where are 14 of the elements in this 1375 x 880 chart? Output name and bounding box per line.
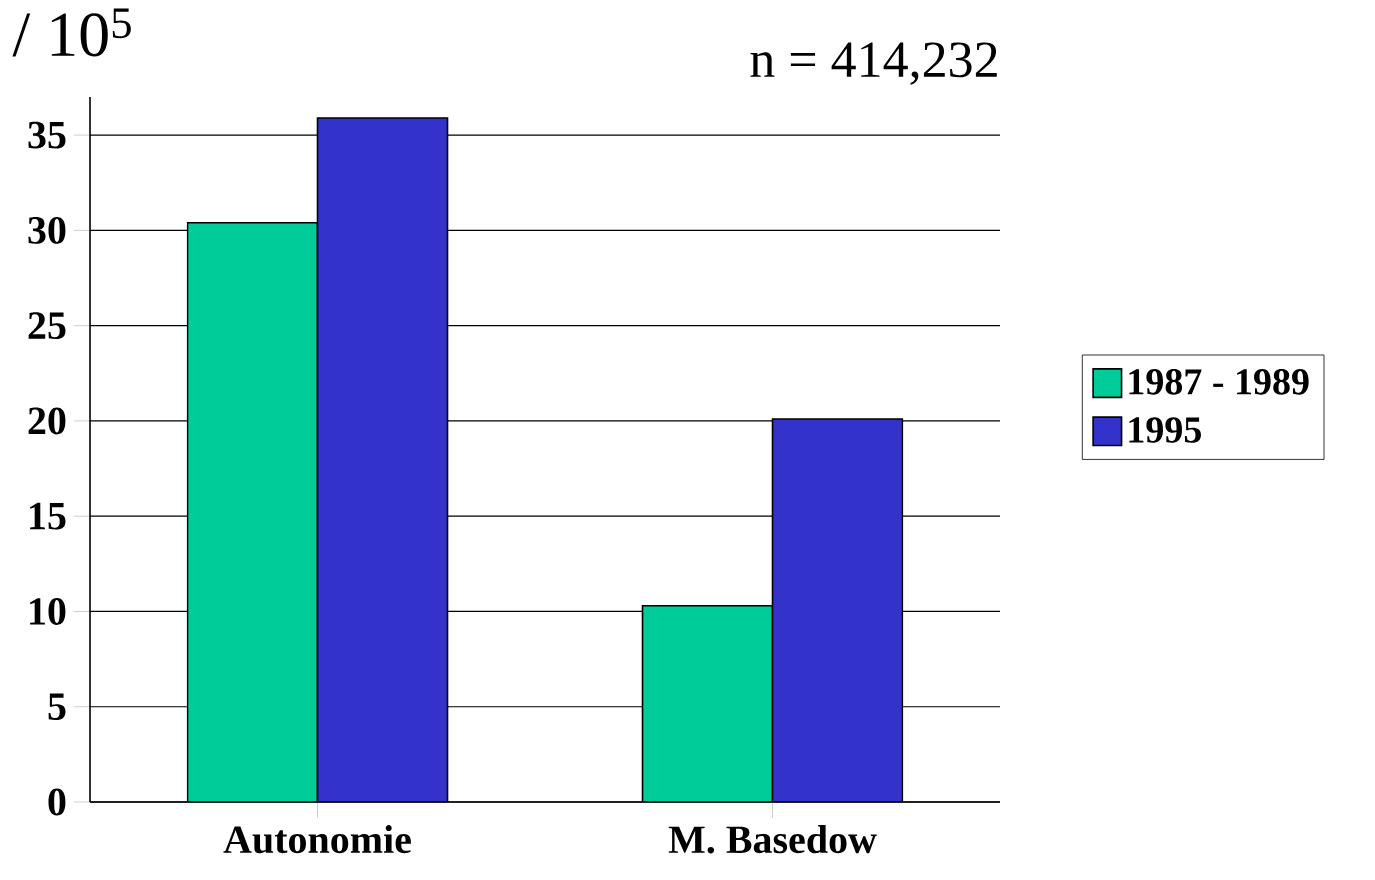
y-tick-label: 30 xyxy=(28,216,66,244)
y-tick-label: 15 xyxy=(30,502,66,530)
y-tick-label: 5 xyxy=(48,693,66,721)
y-tick-label: 10 xyxy=(30,597,66,625)
x-tick-label: M. Basedow xyxy=(668,825,877,854)
y-tick-label: 25 xyxy=(28,312,66,340)
y-axis-title: / 10$^{5}$ xyxy=(12,8,131,57)
x-tick-label: Autonomie xyxy=(223,825,411,854)
legend-label: 1995 xyxy=(1129,417,1201,443)
y-tick-label: 20 xyxy=(28,407,66,435)
legend-label: 1987 - 1989 xyxy=(1129,369,1309,395)
y-tick-label: 0 xyxy=(48,788,66,816)
y-tick-label: 35 xyxy=(28,121,66,149)
text: n = 414,232 xyxy=(750,42,997,85)
